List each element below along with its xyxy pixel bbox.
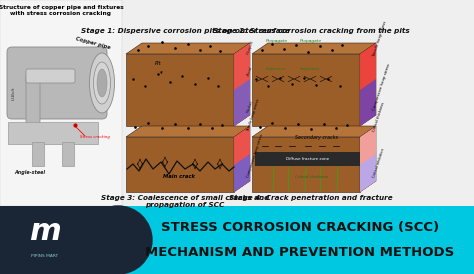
FancyBboxPatch shape — [8, 122, 98, 144]
Text: Stage 3: Coalescence of small cracks and
propagation of SCC: Stage 3: Coalescence of small cracks and… — [101, 195, 269, 208]
Circle shape — [84, 206, 152, 274]
FancyBboxPatch shape — [26, 74, 40, 128]
Text: Propagate: Propagate — [266, 39, 288, 43]
Text: Pit: Pit — [155, 61, 162, 73]
Polygon shape — [360, 79, 376, 126]
Polygon shape — [252, 43, 376, 54]
Text: Critical thickness: Critical thickness — [295, 175, 328, 179]
FancyBboxPatch shape — [255, 152, 360, 166]
Polygon shape — [360, 126, 376, 192]
FancyBboxPatch shape — [26, 69, 75, 83]
Text: Secondary cracks: Secondary cracks — [295, 135, 338, 140]
Polygon shape — [360, 154, 376, 192]
Polygon shape — [252, 126, 376, 137]
Text: Main crack: Main crack — [163, 174, 195, 179]
Text: Compressive hoop stress: Compressive hoop stress — [372, 63, 391, 111]
Text: Structure of copper pipe and fixtures: Structure of copper pipe and fixtures — [0, 5, 123, 10]
Text: with stress corrosion cracking: with stress corrosion cracking — [10, 11, 111, 16]
Polygon shape — [126, 137, 234, 192]
Ellipse shape — [90, 53, 115, 113]
FancyBboxPatch shape — [0, 0, 122, 206]
Text: Propagate: Propagate — [300, 39, 322, 43]
Polygon shape — [360, 126, 376, 192]
Polygon shape — [234, 79, 250, 126]
FancyBboxPatch shape — [62, 142, 74, 166]
Text: Improves: Improves — [300, 67, 320, 71]
Polygon shape — [252, 54, 360, 126]
Polygon shape — [360, 43, 376, 126]
Text: Radial: Radial — [246, 100, 254, 113]
Text: Copper pipe: Copper pipe — [75, 36, 111, 50]
Text: m: m — [29, 216, 61, 246]
Text: PIPINS MART: PIPINS MART — [31, 254, 59, 258]
Text: Stage 4: Crack penetration and fracture: Stage 4: Crack penetration and fracture — [229, 195, 393, 201]
Polygon shape — [234, 126, 250, 192]
Text: Stage 1: Dispersive corrosion pits on outer surface: Stage 1: Dispersive corrosion pits on ou… — [81, 28, 290, 34]
FancyBboxPatch shape — [0, 206, 474, 274]
Polygon shape — [234, 154, 250, 192]
Polygon shape — [126, 54, 234, 126]
Polygon shape — [234, 43, 250, 126]
Text: Angle-steel: Angle-steel — [15, 170, 46, 175]
Polygon shape — [126, 43, 250, 54]
Polygon shape — [252, 137, 360, 192]
Polygon shape — [234, 43, 250, 126]
Ellipse shape — [97, 69, 107, 97]
Text: STRESS CORROSION CRACKING (SCC): STRESS CORROSION CRACKING (SCC) — [161, 221, 439, 235]
FancyBboxPatch shape — [0, 206, 118, 274]
Ellipse shape — [93, 62, 110, 104]
Text: Diffuse fracture zone: Diffuse fracture zone — [286, 157, 329, 161]
Text: Stress cracking: Stress cracking — [80, 135, 110, 139]
Text: Axial: Axial — [246, 66, 253, 77]
Text: Compressive hoop stress: Compressive hoop stress — [246, 133, 264, 178]
Text: Critical thickness: Critical thickness — [372, 101, 385, 132]
Polygon shape — [360, 43, 376, 126]
Text: Hoop-S: Hoop-S — [246, 40, 255, 55]
FancyBboxPatch shape — [7, 47, 107, 119]
Text: Tensile hoop stress: Tensile hoop stress — [372, 21, 387, 57]
FancyBboxPatch shape — [32, 142, 44, 166]
Polygon shape — [126, 126, 250, 137]
Text: Improves: Improves — [266, 67, 286, 71]
FancyBboxPatch shape — [0, 0, 474, 206]
Text: Critical inhibition: Critical inhibition — [372, 147, 385, 178]
Text: Stage 2: Stress corrosion cracking from the pits: Stage 2: Stress corrosion cracking from … — [213, 28, 410, 34]
Text: MECHANISM AND PREVENTION METHODS: MECHANISM AND PREVENTION METHODS — [146, 246, 455, 258]
Text: Tensile hoop stress: Tensile hoop stress — [246, 98, 260, 132]
Polygon shape — [234, 126, 250, 192]
Text: U-Bolt: U-Bolt — [12, 87, 16, 100]
